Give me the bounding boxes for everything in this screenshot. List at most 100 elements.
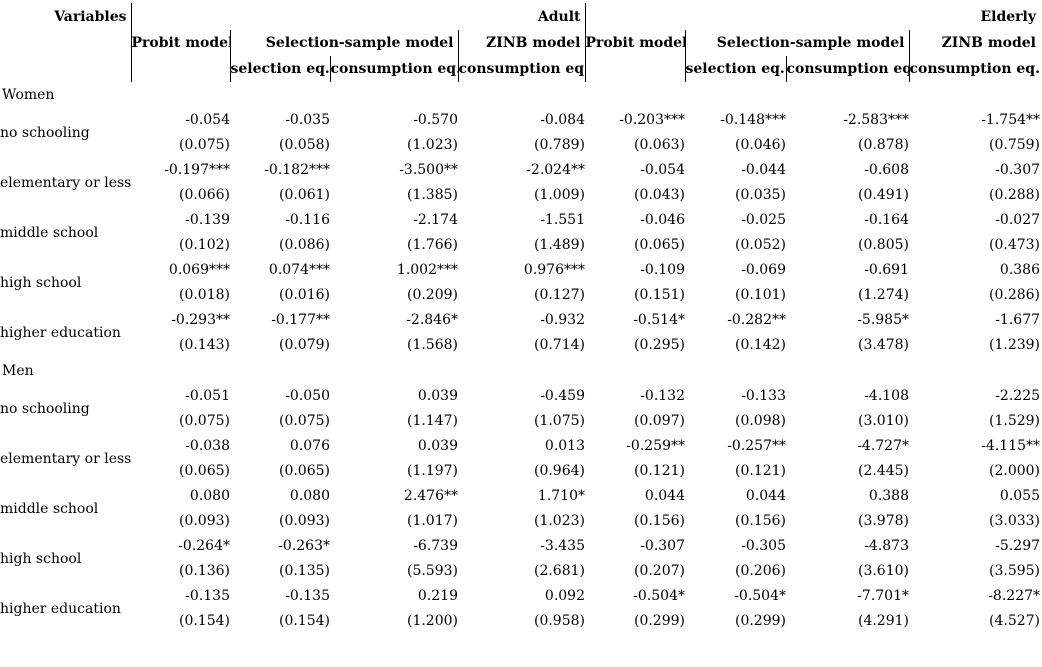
standard-error-value: (0.101) xyxy=(734,287,786,303)
standard-error-value: (0.075) xyxy=(178,137,230,153)
estimate-cell-adult-probit: -0.135 (0.154) xyxy=(131,584,230,634)
standard-error-value: (0.288) xyxy=(989,187,1041,203)
table-row: high school -0.264* (0.136) -0.263* (0.135) -… xyxy=(0,534,1040,584)
standard-error-value: (0.093) xyxy=(178,513,230,529)
standard-error-value: (3.033) xyxy=(989,513,1041,529)
coefficient-value: -0.504* xyxy=(633,588,685,604)
coefficient-value: -0.307 xyxy=(640,538,685,554)
estimate-cell-elderly-probit: -0.504* (0.299) xyxy=(585,584,685,634)
standard-error-value: (3.478) xyxy=(857,337,909,353)
estimate-cell-elderly-zinb-consumption-eq: -0.307 (0.288) xyxy=(909,158,1040,208)
coefficient-value: 0.080 xyxy=(289,488,330,504)
standard-error-value: (0.295) xyxy=(633,337,685,353)
estimate-cell-adult-zinb-consumption-eq: -1.551 (1.489) xyxy=(458,208,585,258)
row-label: elementary or less xyxy=(0,451,131,467)
standard-error-value: (0.043) xyxy=(633,187,685,203)
estimate-cell-adult-consumption-eq: -0.570 (1.023) xyxy=(330,108,458,158)
coefficient-value: 0.074*** xyxy=(268,262,330,278)
coefficient-value: 0.386 xyxy=(999,262,1041,278)
coefficient-value: -3.435 xyxy=(540,538,585,554)
estimate-cell-adult-zinb-consumption-eq: -0.084 (0.789) xyxy=(458,108,585,158)
estimate-cell-adult-probit: -0.139 (0.102) xyxy=(131,208,230,258)
coefficient-value: -0.084 xyxy=(540,112,585,128)
standard-error-value: (4.527) xyxy=(989,613,1041,629)
coefficient-value: 0.039 xyxy=(417,388,458,404)
estimate-cell-elderly-selection-eq: 0.044 (0.156) xyxy=(685,484,786,534)
table-body: Women no schooling -0.054 (0.075) -0.035 (0.0… xyxy=(0,82,1040,634)
header-spacer xyxy=(0,30,132,56)
standard-error-value: (0.299) xyxy=(633,613,685,629)
standard-error-value: (0.035) xyxy=(734,187,786,203)
estimate-cell-adult-selection-eq: -0.177** (0.079) xyxy=(230,308,330,358)
coefficient-value: -5.985* xyxy=(857,312,909,328)
standard-error-value: (3.610) xyxy=(857,563,909,579)
estimate-cell-elderly-consumption-eq: -4.727* (2.445) xyxy=(786,434,909,484)
standard-error-value: (3.978) xyxy=(857,513,909,529)
coefficient-value: -0.054 xyxy=(640,162,685,178)
standard-error-value: (0.086) xyxy=(278,237,330,253)
estimate-cell-adult-probit: -0.264* (0.136) xyxy=(131,534,230,584)
estimate-cell-elderly-zinb-consumption-eq: -8.227* (4.527) xyxy=(909,584,1040,634)
coefficient-value: 0.039 xyxy=(417,438,458,454)
table-row: elementary or less -0.038 (0.065) 0.076 (0.0… xyxy=(0,434,1040,484)
coefficient-value: -0.109 xyxy=(640,262,685,278)
standard-error-value: (0.789) xyxy=(533,137,585,153)
table-row: middle school 0.080 (0.093) 0.080 (0.093) 2.4… xyxy=(0,484,1040,534)
estimate-cell-adult-selection-eq: -0.035 (0.058) xyxy=(230,108,330,158)
coefficient-value: -0.025 xyxy=(741,212,786,228)
coefficient-value: -0.133 xyxy=(741,388,786,404)
coefficient-value: -2.583*** xyxy=(843,112,909,128)
standard-error-value: (0.154) xyxy=(178,613,230,629)
standard-error-value: (0.714) xyxy=(533,337,585,353)
estimate-cell-adult-consumption-eq: 0.039 (1.197) xyxy=(330,434,458,484)
standard-error-value: (0.135) xyxy=(278,563,330,579)
standard-error-value: (0.209) xyxy=(406,287,458,303)
standard-error-value: (3.595) xyxy=(989,563,1041,579)
standard-error-value: (1.274) xyxy=(857,287,909,303)
coefficient-value: -0.054 xyxy=(185,112,230,128)
estimate-cell-adult-probit: 0.069*** (0.018) xyxy=(131,258,230,308)
estimate-cell-adult-consumption-eq: -6.739 (5.593) xyxy=(330,534,458,584)
estimate-cell-adult-zinb-consumption-eq: -2.024** (1.009) xyxy=(458,158,585,208)
coefficient-value: -0.608 xyxy=(864,162,909,178)
table-header: Variables Adult Elderly Probit model Sel… xyxy=(0,3,1040,82)
coefficient-value: -0.177** xyxy=(271,312,330,328)
subheader-selection-eq-elderly: selection eq. xyxy=(685,56,787,82)
standard-error-value: (1.200) xyxy=(406,613,458,629)
coefficient-value: -0.305 xyxy=(741,538,786,554)
coefficient-value: -0.932 xyxy=(540,312,585,328)
coefficient-value: 0.080 xyxy=(189,488,230,504)
coefficient-value: -2.846* xyxy=(406,312,458,328)
table-row: no schooling -0.051 (0.075) -0.050 (0.075) 0.… xyxy=(0,384,1040,434)
estimate-cell-elderly-zinb-consumption-eq: 0.055 (3.033) xyxy=(909,484,1040,534)
estimate-cell-elderly-probit: 0.044 (0.156) xyxy=(585,484,685,534)
standard-error-value: (0.473) xyxy=(989,237,1041,253)
standard-error-value: (0.066) xyxy=(178,187,230,203)
coefficient-value: 0.055 xyxy=(999,488,1041,504)
coefficient-value: -0.259** xyxy=(626,438,685,454)
estimate-cell-elderly-probit: -0.514* (0.295) xyxy=(585,308,685,358)
standard-error-value: (1.385) xyxy=(406,187,458,203)
estimate-cell-adult-consumption-eq: 2.476** (1.017) xyxy=(330,484,458,534)
estimate-cell-elderly-consumption-eq: -5.985* (3.478) xyxy=(786,308,909,358)
coefficient-value: 0.013 xyxy=(544,438,585,454)
header-spacer xyxy=(0,56,132,82)
estimate-cell-adult-selection-eq: 0.080 (0.093) xyxy=(230,484,330,534)
coefficient-value: -0.069 xyxy=(741,262,786,278)
estimate-cell-adult-consumption-eq: -2.174 (1.766) xyxy=(330,208,458,258)
coefficient-value: 0.044 xyxy=(745,488,786,504)
estimate-cell-adult-probit: -0.197*** (0.066) xyxy=(131,158,230,208)
section-row-men: Men xyxy=(0,358,1040,384)
estimate-cell-adult-probit: 0.080 (0.093) xyxy=(131,484,230,534)
estimate-cell-elderly-zinb-consumption-eq: -5.297 (3.595) xyxy=(909,534,1040,584)
row-label: elementary or less xyxy=(0,175,131,191)
model-header-selection-sample-elderly: Selection-sample model xyxy=(685,30,910,56)
estimate-cell-adult-probit: -0.054 (0.075) xyxy=(131,108,230,158)
coefficient-value: -7.701* xyxy=(857,588,909,604)
standard-error-value: (0.093) xyxy=(278,513,330,529)
coefficient-value: 1.002*** xyxy=(396,262,458,278)
standard-error-value: (0.127) xyxy=(533,287,585,303)
estimate-cell-adult-probit: -0.051 (0.075) xyxy=(131,384,230,434)
model-header-probit-elderly: Probit model xyxy=(585,30,686,56)
estimate-cell-elderly-consumption-eq: 0.388 (3.978) xyxy=(786,484,909,534)
